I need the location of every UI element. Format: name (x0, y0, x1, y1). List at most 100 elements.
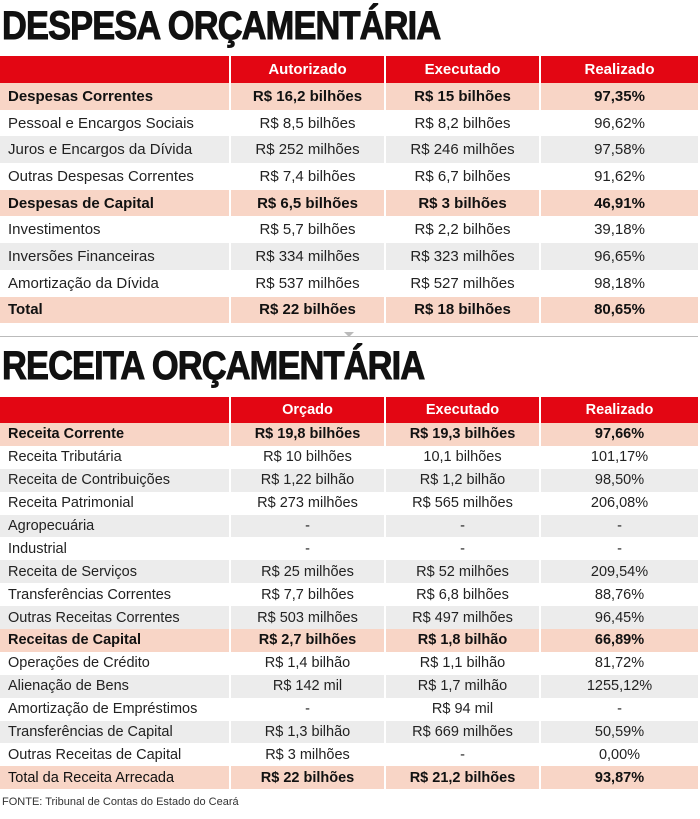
table-cell: R$ 527 milhões (384, 269, 540, 297)
table-cell: 206,08% (539, 491, 698, 515)
table-cell: R$ 565 milhões (384, 491, 540, 515)
header-cell: Orçado (229, 397, 385, 423)
table-row: Alienação de Bens R$ 142 mil R$ 1,7 milhão… (0, 674, 698, 698)
row-label: Receita Patrimonial (8, 495, 134, 512)
table-cell: R$ 1,22 bilhão (229, 468, 385, 492)
header-cell: Realizado (539, 397, 698, 423)
table-cell: 93,87% (539, 766, 698, 790)
row-label: Juros e Encargos da Dívida (0, 136, 230, 164)
table-cell: R$ 6,7 bilhões (384, 163, 540, 190)
table-cell: 97,66% (539, 423, 698, 446)
table-cell: R$ 94 mil (384, 697, 540, 721)
row-label: Receita Tributária (8, 449, 122, 466)
row-label: Receita de Contribuições (0, 468, 230, 492)
table-row: Outras Despesas Correntes R$ 7,4 bilhões R… (0, 163, 698, 190)
table-cell: R$ 6,8 bilhões (384, 583, 540, 607)
header-cell: Realizado (539, 56, 698, 83)
table-cell: 97,58% (539, 136, 698, 164)
table-cell: 209,54% (539, 560, 698, 584)
header-cell: Executado (384, 56, 540, 83)
row-label: Amortização de Empréstimos (8, 701, 198, 718)
table-cell: - (539, 697, 698, 721)
row-label: Total (0, 296, 230, 324)
table-row: Receita Tributária R$ 10 bilhões 10,1 bilh… (0, 445, 698, 469)
table-cell: R$ 323 milhões (384, 243, 540, 270)
table-cell: 98,18% (539, 269, 698, 297)
table-cell: R$ 15 bilhões (384, 83, 540, 110)
table-row: Receita de Contribuições R$ 1,22 bilhão R$… (0, 468, 698, 492)
table-row: Outras Receitas de Capital R$ 3 milhões -0… (0, 743, 698, 767)
row-label: Investimentos (8, 221, 101, 239)
header-cell: Executado (384, 397, 540, 423)
table-cell: 96,62% (539, 109, 698, 137)
table-row: Despesas de Capital R$ 6,5 bilhões R$ 3 bi… (0, 189, 698, 217)
table-row: Amortização de Empréstimos - R$ 94 mil - (0, 697, 698, 721)
table-row: Operações de Crédito R$ 1,4 bilhão R$ 1,1 … (0, 651, 698, 675)
table-cell: R$ 19,8 bilhões (229, 423, 385, 446)
table-cell: R$ 1,1 bilhão (384, 651, 540, 675)
table-row: Receita de Serviços R$ 25 milhões R$ 52 mi… (0, 560, 698, 584)
table-cell: R$ 3 milhões (229, 743, 385, 767)
table-cell: R$ 8,2 bilhões (384, 109, 540, 137)
header-cell (0, 397, 230, 423)
row-label: Despesas Correntes (0, 83, 230, 110)
table-cell: 96,45% (539, 606, 698, 630)
table-cell: R$ 5,7 bilhões (229, 216, 385, 244)
table-cell: - (229, 537, 385, 561)
table-cell: R$ 252 milhões (229, 136, 385, 164)
table-cell: - (384, 514, 540, 538)
row-label: Receitas de Capital (0, 629, 230, 652)
row-label: Outras Despesas Correntes (8, 167, 194, 185)
row-label: Receita de Serviços (0, 560, 230, 584)
row-label: Operações de Crédito (8, 655, 150, 672)
table-cell: R$ 22 bilhões (229, 766, 385, 790)
table-row: Investimentos R$ 5,7 bilhões R$ 2,2 bilhõe… (0, 216, 698, 244)
table-cell: 96,65% (539, 243, 698, 270)
row-label: Transferências Correntes (8, 586, 172, 603)
row-label: Pessoal e Encargos Sociais (8, 114, 194, 132)
table-cell: 98,50% (539, 468, 698, 492)
table-cell: R$ 25 milhões (229, 560, 385, 584)
table-cell: 0,00% (539, 743, 698, 767)
row-label: Outras Receitas de Capital (8, 746, 182, 763)
table-cell: R$ 22 bilhões (229, 296, 385, 324)
table-row: Total R$ 22 bilhões R$ 18 bilhões 80,65% (0, 296, 698, 324)
table-cell: R$ 334 milhões (229, 243, 385, 270)
table-cell: R$ 7,4 bilhões (229, 163, 385, 190)
table-cell: 91,62% (539, 163, 698, 190)
table-row: Agropecuária - - - (0, 514, 698, 538)
table-cell: R$ 2,2 bilhões (384, 216, 540, 244)
table-row: Transferências Correntes R$ 7,7 bilhões R$… (0, 583, 698, 607)
table-cell: R$ 1,7 milhão (384, 674, 540, 698)
table-cell: R$ 537 milhões (229, 269, 385, 297)
table-cell: 80,65% (539, 296, 698, 324)
table-cell: 10,1 bilhões (384, 445, 540, 469)
table-cell: R$ 1,3 bilhão (229, 720, 385, 744)
table-row: Transferências de Capital R$ 1,3 bilhão R$… (0, 720, 698, 744)
table-cell: 66,89% (539, 629, 698, 652)
table-row: Juros e Encargos da Dívida R$ 252 milhões… (0, 136, 698, 164)
table-cell: R$ 8,5 bilhões (229, 109, 385, 137)
table-cell: R$ 497 milhões (384, 606, 540, 630)
source-note: FONTE: Tribunal de Contas do Estado do C… (2, 796, 239, 808)
section-title: DESPESA ORÇAMENTÁRIA (2, 4, 442, 49)
revenue-table: Orçado Executado Realizado Receita Corrent… (0, 397, 698, 790)
table-cell: R$ 142 mil (229, 674, 385, 698)
table-cell: 1255,12% (539, 674, 698, 698)
table-cell: - (384, 743, 540, 767)
table-cell: - (539, 514, 698, 538)
expense-table: Autorizado Executado Realizado Despesas Co… (0, 56, 698, 324)
table-cell: R$ 16,2 bilhões (229, 83, 385, 110)
section-title: RECEITA ORÇAMENTÁRIA (2, 344, 426, 389)
separator-notch (344, 332, 354, 337)
table-row: Receita Corrente R$ 19,8 bilhões R$ 19,3 b… (0, 423, 698, 446)
table-row: Outras Receitas Correntes R$ 503 milhões R… (0, 606, 698, 630)
table-cell: - (229, 514, 385, 538)
row-label: Industrial (8, 540, 67, 557)
table-cell: R$ 1,4 bilhão (229, 651, 385, 675)
row-label: Receita Corrente (0, 423, 230, 446)
table-cell: R$ 10 bilhões (229, 445, 385, 469)
table-cell: R$ 503 milhões (229, 606, 385, 630)
table-cell: R$ 6,5 bilhões (229, 189, 385, 217)
